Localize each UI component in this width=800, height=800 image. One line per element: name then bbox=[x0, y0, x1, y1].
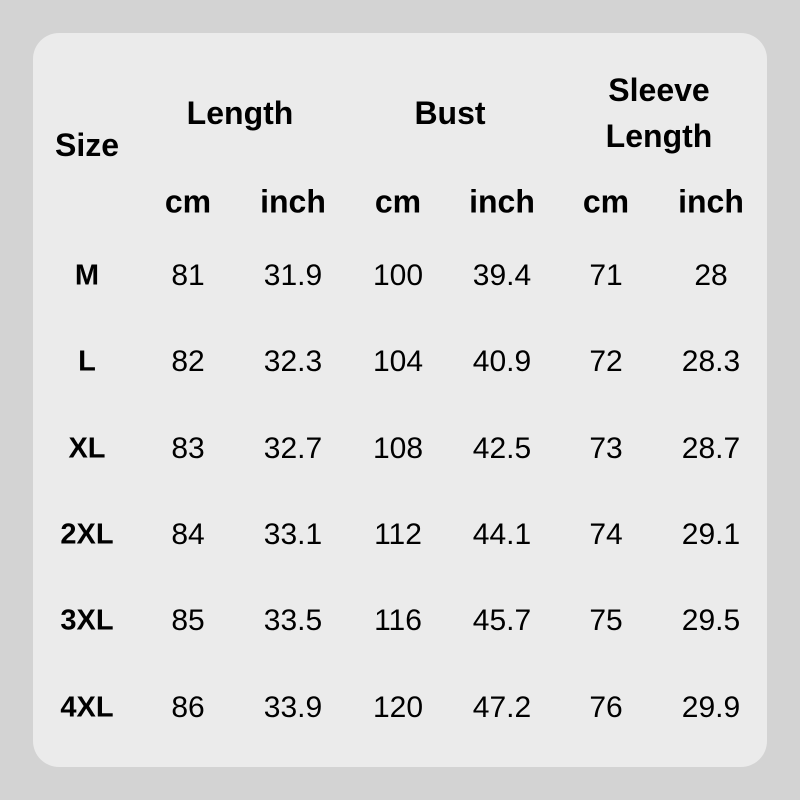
table-cell: 31.9 bbox=[263, 259, 323, 292]
size-label: 2XL bbox=[60, 518, 114, 551]
table-cell: 108 bbox=[372, 432, 424, 465]
header-size: Size bbox=[54, 127, 120, 163]
table-cell: 73 bbox=[589, 432, 623, 465]
header-length: Length bbox=[186, 95, 294, 131]
table-cell: 29.5 bbox=[681, 604, 741, 637]
size-chart-card bbox=[33, 33, 767, 767]
table-cell: 100 bbox=[372, 259, 424, 292]
table-cell: 28.7 bbox=[681, 432, 741, 465]
unit-header: cm bbox=[374, 183, 422, 220]
unit-header: inch bbox=[469, 183, 535, 220]
table-cell: 33.1 bbox=[263, 518, 323, 551]
table-cell: 81 bbox=[171, 259, 205, 292]
size-label: 4XL bbox=[60, 691, 114, 724]
table-cell: 83 bbox=[171, 432, 205, 465]
size-label: 3XL bbox=[60, 604, 114, 637]
table-cell: 29.9 bbox=[681, 691, 741, 724]
header-sleeve-length: Sleeve Length bbox=[605, 72, 713, 154]
table-cell: 116 bbox=[374, 604, 422, 637]
table-cell: 84 bbox=[171, 518, 205, 551]
table-cell: 28.3 bbox=[681, 345, 741, 378]
table-cell: 45.7 bbox=[472, 604, 532, 637]
table-cell: 85 bbox=[171, 604, 205, 637]
table-cell: 120 bbox=[372, 691, 424, 724]
table-cell: 29.1 bbox=[681, 518, 741, 551]
table-cell: 112 bbox=[374, 518, 422, 551]
table-cell: 86 bbox=[171, 691, 205, 724]
table-cell: 82 bbox=[171, 345, 205, 378]
table-cell: 74 bbox=[589, 518, 623, 551]
table-cell: 32.3 bbox=[263, 345, 323, 378]
table-cell: 47.2 bbox=[472, 691, 532, 724]
unit-header: inch bbox=[260, 183, 326, 220]
table-cell: 33.9 bbox=[263, 691, 323, 724]
table-cell: 33.5 bbox=[263, 604, 323, 637]
table-cell: 75 bbox=[589, 604, 623, 637]
table-cell: 40.9 bbox=[472, 345, 532, 378]
table-cell: 28 bbox=[694, 259, 728, 292]
table-cell: 39.4 bbox=[472, 259, 532, 292]
table-cell: 32.7 bbox=[263, 432, 323, 465]
table-cell: 42.5 bbox=[472, 432, 532, 465]
size-label: XL bbox=[68, 432, 106, 465]
table-cell: 76 bbox=[589, 691, 623, 724]
table-cell: 71 bbox=[589, 259, 623, 292]
header-bust: Bust bbox=[414, 95, 486, 131]
table-cell: 72 bbox=[589, 345, 623, 378]
unit-header: inch bbox=[678, 183, 744, 220]
size-label: M bbox=[74, 259, 100, 292]
table-cell: 44.1 bbox=[472, 518, 532, 551]
table-cell: 104 bbox=[372, 345, 424, 378]
unit-header: cm bbox=[164, 183, 212, 220]
unit-header: cm bbox=[582, 183, 630, 220]
size-label: L bbox=[78, 345, 96, 378]
